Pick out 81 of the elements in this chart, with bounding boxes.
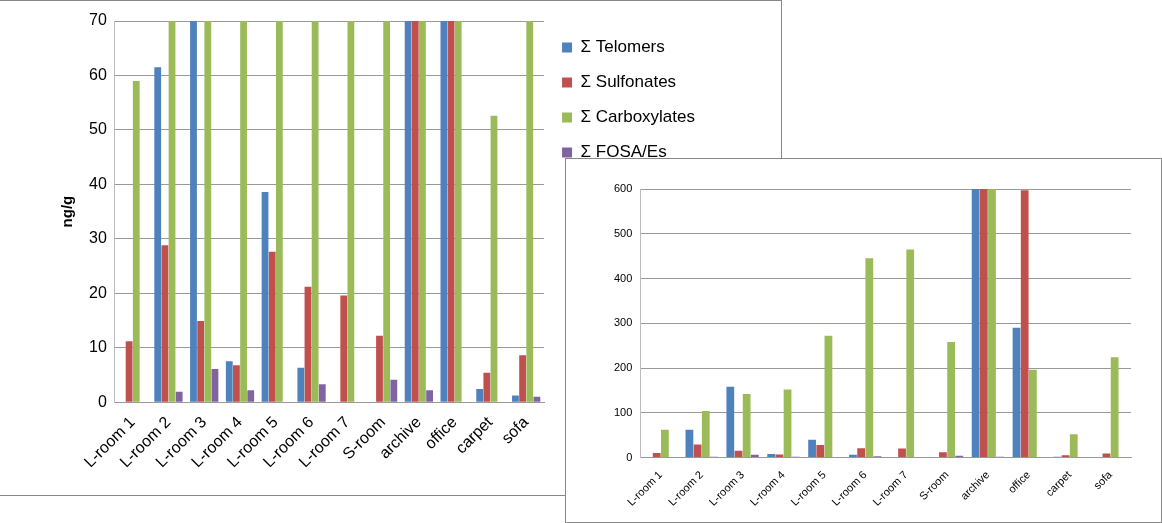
bar [750, 454, 759, 458]
bar [268, 251, 276, 402]
bar [318, 384, 326, 402]
y-tick-label: 70 [89, 11, 107, 29]
bar [652, 453, 661, 458]
bar [311, 21, 319, 402]
bar [404, 21, 412, 402]
bar [125, 341, 133, 402]
y-tick-label: 0 [626, 450, 633, 463]
x-tick-label: sofa [1090, 467, 1115, 492]
bar [726, 386, 735, 458]
bar [440, 21, 448, 402]
bar [132, 80, 140, 402]
bar [906, 249, 915, 458]
bar [225, 361, 233, 402]
bar [240, 21, 247, 402]
bar [971, 189, 980, 458]
bar [526, 21, 534, 402]
bar [154, 67, 162, 402]
legend-label: Σ FOSA/Es [580, 142, 667, 162]
bar [512, 395, 519, 402]
bar [865, 258, 874, 458]
bar [1069, 434, 1078, 458]
y-axis-title: ng/g [58, 195, 76, 228]
bar [816, 445, 825, 458]
bar [767, 453, 776, 458]
bar [340, 295, 348, 402]
bar [1110, 357, 1119, 458]
y-tick-label: 400 [613, 271, 633, 284]
bar [988, 189, 996, 458]
bar [411, 21, 419, 402]
legend-label: Σ Carboxylates [580, 107, 696, 127]
bar [376, 335, 383, 402]
bar [857, 448, 866, 458]
bar [1020, 190, 1029, 458]
bar [775, 454, 784, 458]
bar [808, 439, 816, 458]
bar [419, 21, 426, 402]
y-tick-label: 60 [89, 65, 107, 83]
bar [519, 355, 526, 402]
y-tick-label: 100 [613, 405, 633, 418]
y-tick-label: 600 [613, 182, 633, 195]
bar [1028, 369, 1037, 458]
y-tick-label: 200 [613, 361, 633, 374]
bar [979, 189, 988, 458]
bar [742, 393, 751, 458]
y-tick-label: 20 [89, 283, 107, 301]
bar [190, 21, 197, 402]
x-tick-label: sofa [498, 413, 532, 447]
bar [661, 429, 669, 458]
bar [347, 21, 355, 402]
bar [476, 389, 484, 402]
y-tick-label: 30 [89, 229, 107, 247]
bar [297, 367, 305, 402]
bar [947, 342, 955, 458]
bar [939, 452, 947, 458]
bar [204, 21, 212, 402]
y-tick-label: 0 [97, 392, 107, 410]
legend-label: Σ Sulfonates [580, 72, 677, 92]
y-tick-label: 40 [89, 174, 107, 192]
bar [483, 372, 491, 402]
y-tick-label: 50 [89, 120, 107, 138]
bar [824, 335, 833, 458]
bar [175, 391, 183, 402]
bar [247, 390, 255, 402]
y-tick-label: 300 [613, 316, 633, 329]
bar [275, 21, 283, 402]
bar [849, 454, 857, 458]
bar [701, 411, 710, 458]
y-tick-label: 500 [613, 226, 633, 239]
bar [390, 379, 398, 402]
y-tick-label: 10 [89, 338, 107, 356]
bar [898, 448, 906, 458]
bar [426, 390, 433, 402]
bar [454, 21, 462, 402]
bar [233, 365, 240, 402]
bar [197, 321, 205, 402]
bar [161, 245, 169, 402]
legend-label: Σ Telomers [580, 37, 665, 57]
bar [383, 21, 391, 402]
bar [1012, 327, 1021, 458]
